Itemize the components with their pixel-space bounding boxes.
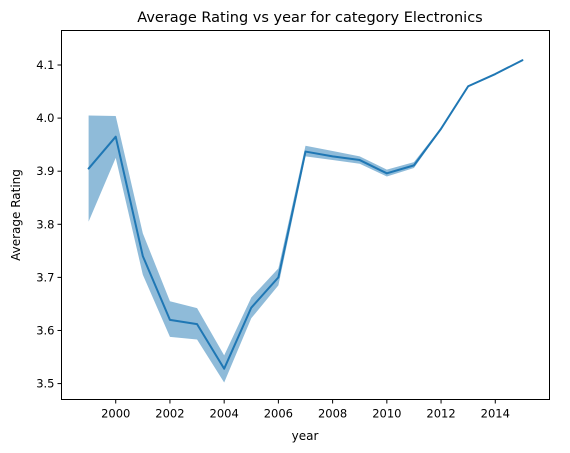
x-axis: 2000 2002 2004 2006 2008 2010 2012 2014 (101, 399, 510, 421)
axes-frame (61, 30, 550, 400)
chart-title: Average Rating vs year for category Elec… (137, 10, 482, 26)
x-tick-label: 2004 (210, 407, 239, 421)
y-tick-label: 4.0 (36, 111, 54, 125)
y-axis-label: Average Rating (9, 169, 23, 261)
x-tick-label: 2014 (481, 407, 510, 421)
y-tick-label: 4.1 (36, 58, 54, 72)
y-tick-label: 3.9 (36, 164, 54, 178)
x-tick-label: 2006 (264, 407, 293, 421)
x-tick-label: 2000 (101, 407, 130, 421)
x-axis-label: year (292, 429, 319, 443)
series-line-0 (87, 59, 524, 370)
x-tick-label: 2010 (372, 407, 401, 421)
y-axis: 3.5 3.6 3.7 3.8 3.9 4.0 4.1 (36, 58, 62, 391)
x-tick-label: 2012 (426, 407, 455, 421)
x-tick-label: 2008 (318, 407, 347, 421)
y-tick-label: 3.7 (36, 270, 54, 284)
y-tick-label: 3.6 (36, 323, 54, 337)
y-tick-label: 3.8 (36, 217, 54, 231)
y-tick-label: 3.5 (36, 377, 54, 391)
x-tick-label: 2002 (155, 407, 184, 421)
confidence-band-0 (88, 59, 523, 383)
plot-area (87, 59, 524, 383)
